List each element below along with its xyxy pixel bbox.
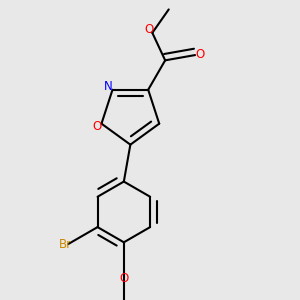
Text: O: O	[93, 120, 102, 133]
Text: O: O	[195, 47, 205, 61]
Text: N: N	[104, 80, 112, 93]
Text: Br: Br	[59, 238, 72, 251]
Text: O: O	[119, 272, 128, 284]
Text: O: O	[145, 23, 154, 36]
